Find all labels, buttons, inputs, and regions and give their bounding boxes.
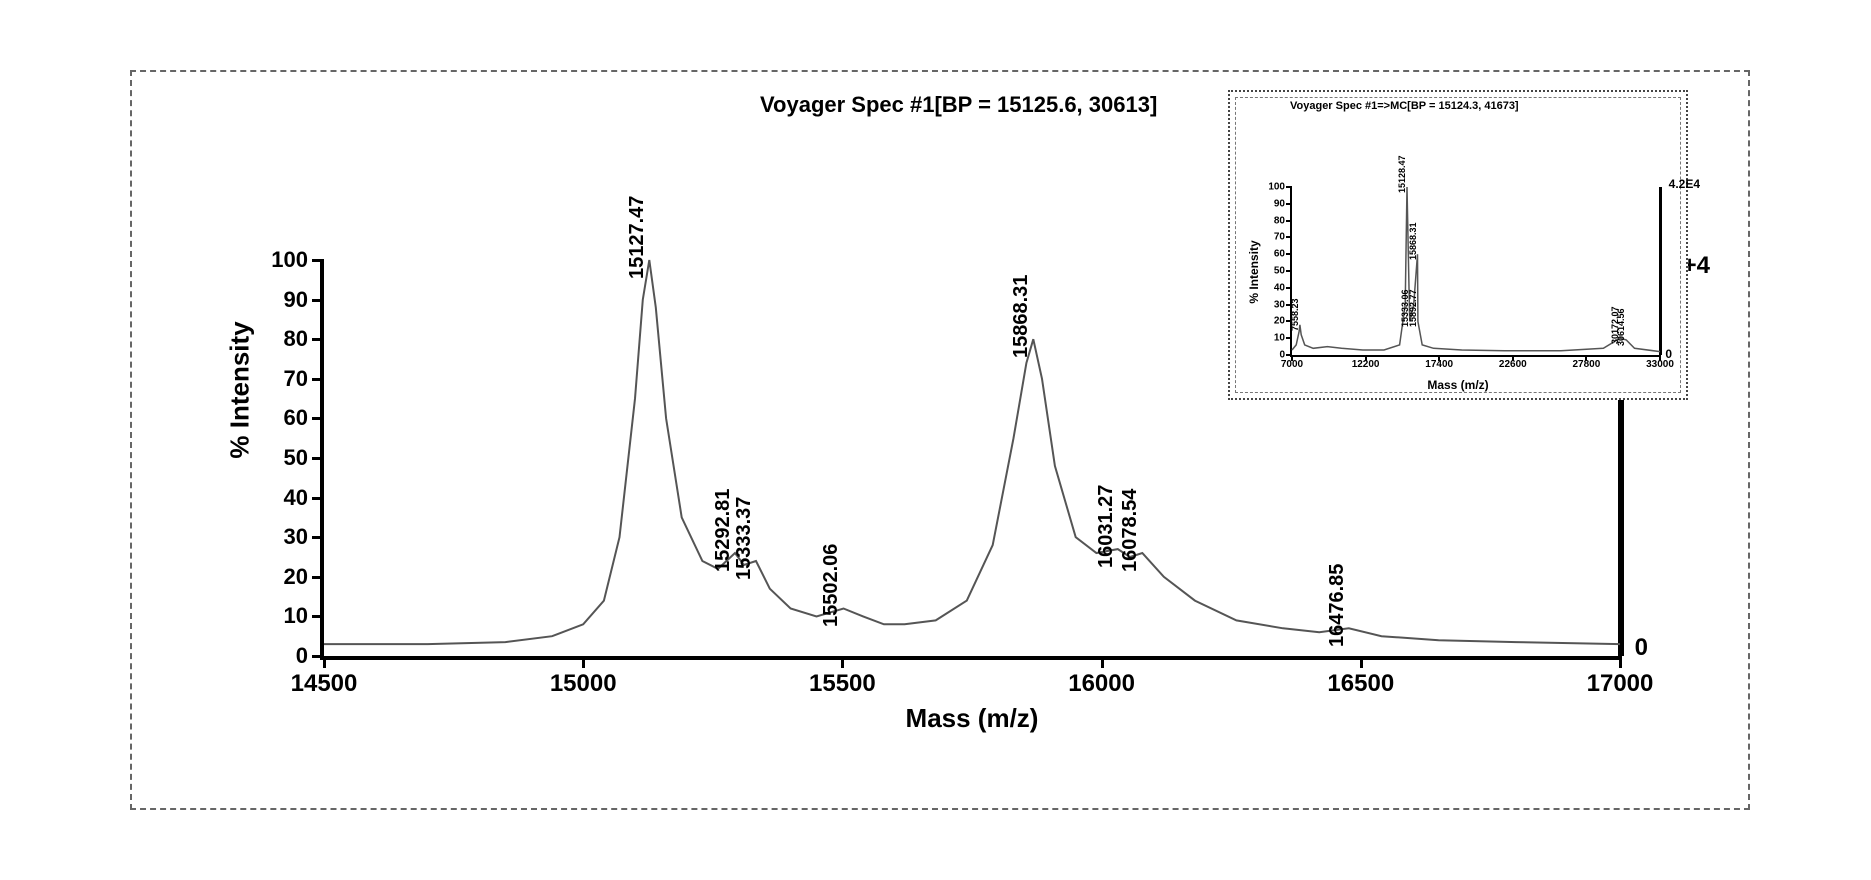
y-tick-label: 100 <box>1268 182 1285 193</box>
y-tick-label: 10 <box>1274 333 1285 344</box>
y-tick <box>1286 270 1292 272</box>
y-tick <box>312 615 324 618</box>
peak-label: 15333.37 <box>733 497 756 580</box>
y-tick-label: 60 <box>1274 249 1285 260</box>
x-tick <box>1101 656 1104 668</box>
right-axis-bottom-value: 0 <box>1635 634 1648 662</box>
y-tick-label: 90 <box>284 287 308 313</box>
x-tick-label: 16000 <box>1068 670 1135 698</box>
peak-label: 16476.85 <box>1326 564 1349 647</box>
x-tick-label: 17000 <box>1587 670 1654 698</box>
inset-panel: Voyager Spec #1=>MC[BP = 15124.3, 41673]… <box>1228 90 1688 400</box>
y-tick <box>1286 236 1292 238</box>
y-tick-label: 10 <box>284 603 308 629</box>
peak-label: 30614.56 <box>1616 308 1626 346</box>
y-tick-label: 100 <box>271 247 308 273</box>
y-tick-label: 80 <box>1274 215 1285 226</box>
peak-label: 15868.31 <box>1408 223 1418 261</box>
peak-label: 15868.31 <box>1010 275 1033 358</box>
x-tick-label: 7000 <box>1281 359 1303 370</box>
x-tick-label: 14500 <box>291 670 358 698</box>
y-tick-label: 30 <box>284 524 308 550</box>
y-tick <box>1286 287 1292 289</box>
x-tick-label: 17400 <box>1425 359 1453 370</box>
y-tick <box>1286 253 1292 255</box>
inset-plot-area: 4.2E4 0 01020304050607080901007000122001… <box>1290 187 1660 357</box>
y-tick <box>1286 203 1292 205</box>
peak-label: 7558.23 <box>1290 298 1300 331</box>
figure-container: Voyager Spec #1[BP = 15125.6, 30613] % I… <box>130 70 1750 810</box>
x-tick-label: 16500 <box>1327 670 1394 698</box>
inset-y-axis-title: % Intensity <box>1247 240 1261 303</box>
y-tick <box>312 417 324 420</box>
y-tick-label: 40 <box>1274 282 1285 293</box>
inset-title: Voyager Spec #1=>MC[BP = 15124.3, 41673] <box>1290 100 1519 112</box>
x-tick-label: 15500 <box>809 670 876 698</box>
inset-spectrum-line <box>1292 187 1660 355</box>
x-axis-title: Mass (m/z) <box>906 703 1039 734</box>
y-tick-label: 40 <box>284 485 308 511</box>
peak-label: 16078.54 <box>1119 489 1142 572</box>
y-tick <box>312 576 324 579</box>
main-plot-title: Voyager Spec #1[BP = 15125.6, 30613] <box>760 92 1157 118</box>
peak-label: 15892.77 <box>1408 290 1418 328</box>
spectrum-polyline <box>1292 187 1660 352</box>
peak-label: 16031.27 <box>1095 485 1118 568</box>
x-tick-label: 27800 <box>1572 359 1600 370</box>
y-tick-label: 60 <box>284 405 308 431</box>
inset-x-axis-title: Mass (m/z) <box>1427 378 1488 392</box>
y-tick <box>312 536 324 539</box>
y-tick-label: 0 <box>296 643 308 669</box>
y-tick <box>312 299 324 302</box>
y-tick <box>312 497 324 500</box>
y-axis-title: % Intensity <box>225 321 256 458</box>
x-tick-label: 22600 <box>1499 359 1527 370</box>
x-tick-label: 33000 <box>1646 359 1674 370</box>
y-tick-label: 20 <box>1274 316 1285 327</box>
inset-right-axis-top-value: 4.2E4 <box>1669 177 1700 191</box>
y-tick-label: 20 <box>284 564 308 590</box>
x-tick-label: 12200 <box>1352 359 1380 370</box>
y-tick <box>1286 186 1292 188</box>
y-tick-label: 70 <box>1274 232 1285 243</box>
y-tick-label: 80 <box>284 326 308 352</box>
y-tick-label: 30 <box>1274 299 1285 310</box>
y-tick <box>312 259 324 262</box>
x-tick <box>1360 656 1363 668</box>
y-tick <box>1286 337 1292 339</box>
x-tick <box>1619 656 1622 668</box>
y-tick-label: 90 <box>1274 198 1285 209</box>
peak-label: 15127.47 <box>626 196 649 279</box>
x-tick <box>323 656 326 668</box>
peak-label: 15502.06 <box>820 544 843 627</box>
peak-label: 15128.47 <box>1397 155 1407 193</box>
x-tick-label: 15000 <box>550 670 617 698</box>
y-tick-label: 50 <box>284 445 308 471</box>
y-tick <box>312 378 324 381</box>
y-tick <box>312 457 324 460</box>
y-tick <box>312 338 324 341</box>
y-tick-label: 70 <box>284 366 308 392</box>
y-tick <box>1286 220 1292 222</box>
y-tick-label: 50 <box>1274 266 1285 277</box>
x-tick <box>841 656 844 668</box>
main-plot-region: Voyager Spec #1[BP = 15125.6, 30613] % I… <box>230 80 1710 700</box>
x-tick <box>582 656 585 668</box>
peak-label: 15292.81 <box>712 489 735 572</box>
